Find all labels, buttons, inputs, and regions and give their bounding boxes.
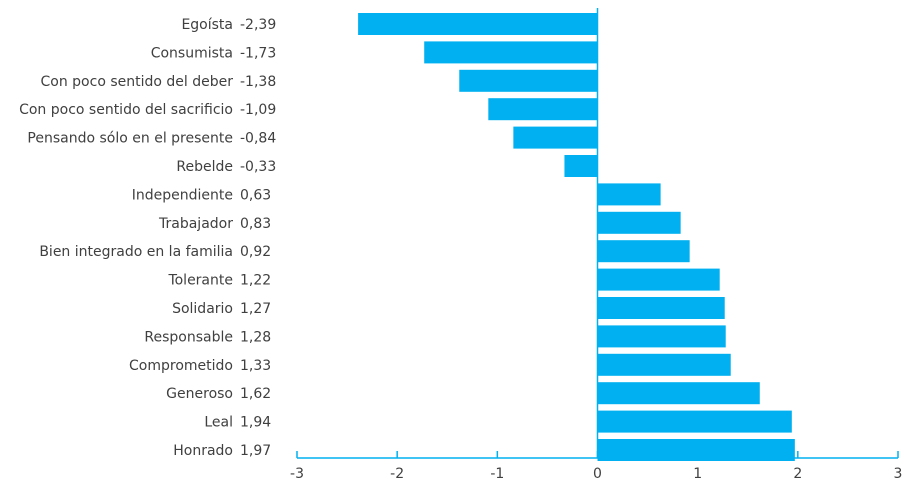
value-label-egoista: -2,39: [240, 17, 276, 33]
bar-comprometido: [597, 353, 731, 376]
bar-con-poco-sentido-del-sacrificio: [488, 98, 598, 121]
category-labels: Egoísta -2,39 Consumista -1,73 Con poco sent…: [19, 17, 276, 459]
bar-solidario: [597, 297, 725, 319]
category-label-solidario: Solidario: [172, 301, 233, 317]
bar-generoso: [597, 382, 760, 405]
x-tick-label-2: -1: [490, 466, 504, 482]
value-label-trabajador: 0,83: [240, 216, 271, 232]
x-tick-label-6: 3: [894, 466, 903, 482]
value-label-honrado: 1,97: [240, 443, 271, 459]
value-label-solidario: 1,27: [240, 301, 271, 317]
x-axis: -3 -2 -1 0 1 2 3: [290, 8, 902, 482]
value-label-consumista: -1,73: [240, 45, 276, 61]
value-label-comprometido: 1,33: [240, 358, 271, 374]
x-tick-label-4: 1: [693, 466, 702, 482]
x-tick-label-5: 2: [793, 466, 802, 482]
bar-con-poco-sentido-del-deber: [459, 69, 598, 92]
value-label-bien-integrado-en-la-familia: 0,92: [240, 244, 271, 260]
bar-egoista: [358, 13, 598, 35]
value-label-responsable: 1,28: [240, 329, 271, 345]
value-label-tolerante: 1,22: [240, 273, 271, 289]
category-label-generoso: Generoso: [166, 386, 233, 402]
category-label-leal: Leal: [204, 415, 233, 431]
category-label-egoista: Egoísta: [181, 17, 233, 33]
value-label-pensando-solo-en-el-presente: -0,84: [240, 131, 276, 147]
x-tick-label-1: -2: [390, 466, 404, 482]
category-label-rebelde: Rebelde: [176, 159, 233, 175]
value-label-con-poco-sentido-del-deber: -1,38: [240, 74, 276, 90]
bar-independiente: [597, 183, 661, 206]
x-tick-label-0: -3: [290, 466, 304, 482]
category-label-tolerante: Tolerante: [167, 273, 233, 289]
value-label-con-poco-sentido-del-sacrificio: -1,09: [240, 102, 276, 118]
bar-rebelde: [564, 155, 598, 177]
x-tick-label-3: 0: [593, 466, 602, 482]
category-label-trabajador: Trabajador: [158, 216, 233, 232]
bar-bien-integrado-en-la-familia: [597, 240, 690, 263]
bar-trabajador: [597, 211, 681, 234]
category-label-independiente: Independiente: [132, 187, 233, 203]
bars-layer: [358, 13, 795, 461]
bar-consumista: [424, 41, 598, 64]
category-label-con-poco-sentido-del-sacrificio: Con poco sentido del sacrificio: [19, 102, 233, 118]
bar-leal: [597, 410, 792, 433]
category-label-pensando-solo-en-el-presente: Pensando sólo en el presente: [27, 131, 233, 147]
category-label-bien-integrado-en-la-familia: Bien integrado en la familia: [39, 244, 233, 260]
category-label-responsable: Responsable: [144, 329, 233, 345]
category-label-consumista: Consumista: [151, 45, 233, 61]
value-label-leal: 1,94: [240, 415, 271, 431]
value-label-rebelde: -0,33: [240, 159, 276, 175]
value-label-independiente: 0,63: [240, 187, 271, 203]
bar-responsable: [597, 325, 726, 348]
value-label-generoso: 1,62: [240, 386, 271, 402]
bar-tolerante: [597, 268, 720, 291]
category-label-honrado: Honrado: [173, 443, 233, 459]
category-label-comprometido: Comprometido: [129, 358, 233, 374]
bar-pensando-solo-en-el-presente: [513, 126, 598, 149]
category-label-con-poco-sentido-del-deber: Con poco sentido del deber: [41, 74, 234, 90]
bar-honrado: [597, 439, 795, 461]
